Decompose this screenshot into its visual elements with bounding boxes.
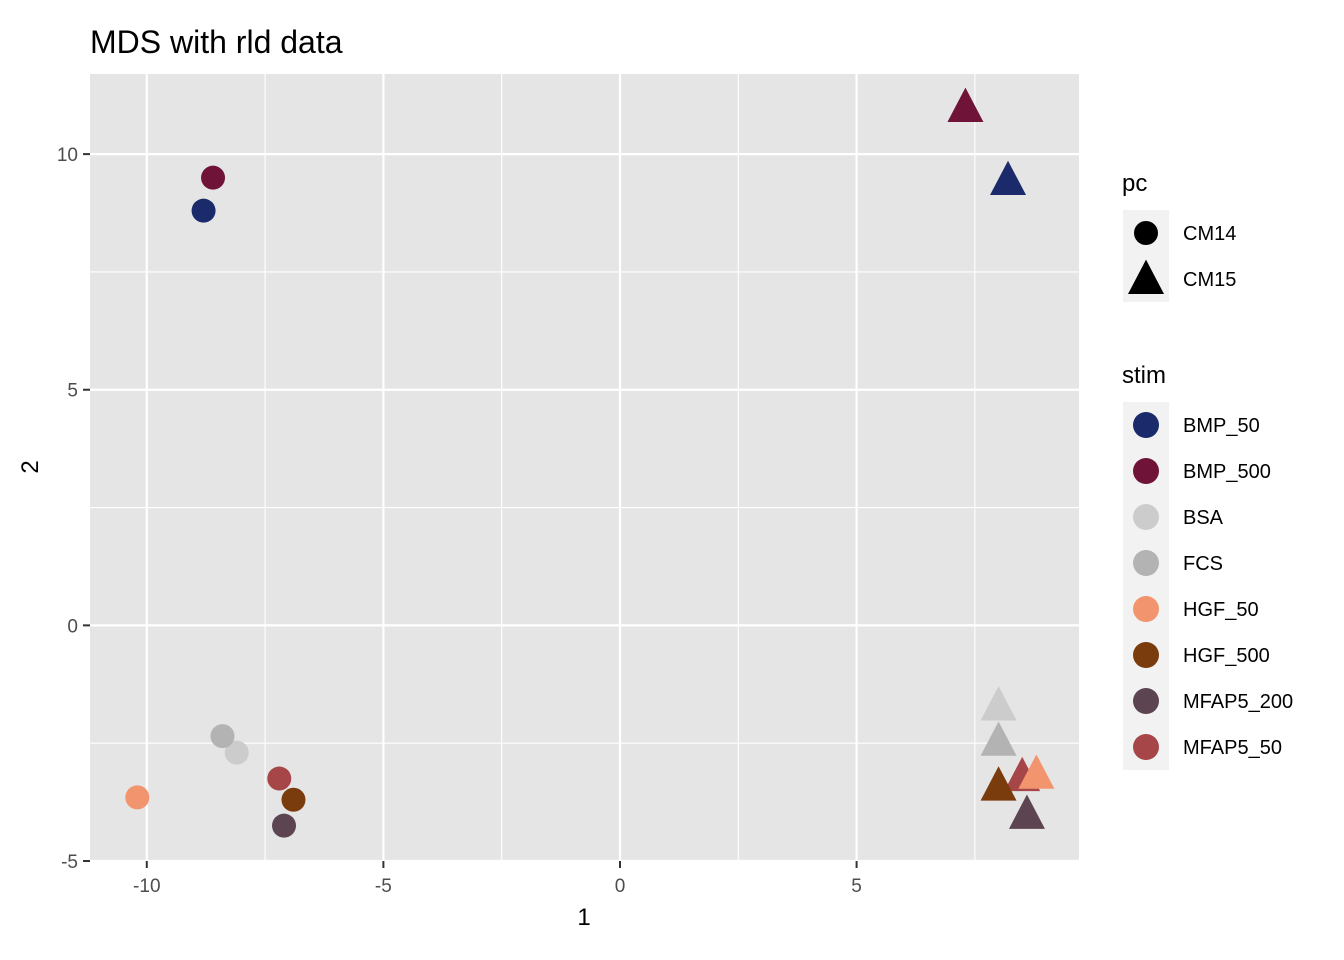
- point-bsa-cm15: [980, 686, 1017, 721]
- legend-stim-label: FCS: [1183, 553, 1223, 575]
- legend-swatch-hgf-50: [1133, 596, 1159, 622]
- legend-stim-title: stim: [1122, 362, 1166, 389]
- point-fcs-cm14: [210, 724, 235, 749]
- y-tick-label: 5: [67, 381, 78, 402]
- point-hgf-50-cm15: [1018, 754, 1055, 789]
- legend-pc-label: CM14: [1183, 223, 1236, 245]
- legend-swatch-mfap5-50: [1133, 734, 1159, 760]
- point-mfap5-50-cm14: [267, 766, 292, 791]
- major-gridlines: [90, 74, 1079, 863]
- legend-swatch-mfap5-200: [1133, 688, 1159, 714]
- legend-stim-label: BSA: [1183, 507, 1224, 529]
- legend-swatch-fcs: [1133, 550, 1159, 576]
- y-tick-label: 0: [67, 616, 78, 637]
- point-bmp-50-cm15: [990, 160, 1027, 195]
- x-tick-label: 5: [851, 876, 862, 897]
- legend-swatch-hgf-500: [1133, 642, 1159, 668]
- legend-pc: pc CM14 CM15: [1122, 170, 1236, 302]
- point-hgf-50-cm14: [125, 785, 150, 810]
- point-bmp-500-cm15: [947, 87, 984, 122]
- x-tick-label: -5: [375, 876, 392, 897]
- legend-stim-label: BMP_50: [1183, 415, 1260, 437]
- minor-gridlines: [90, 74, 1079, 861]
- legend-stim-label: HGF_50: [1183, 599, 1259, 621]
- point-bmp-50-cm14: [191, 198, 216, 223]
- data-points: [125, 87, 1055, 838]
- legend-pc-title: pc: [1122, 170, 1147, 197]
- y-tick-label: -5: [61, 852, 78, 873]
- legend-swatch-bmp-50: [1133, 412, 1159, 438]
- legend-stim-key-background: [1123, 402, 1169, 770]
- legend-pc-label: CM15: [1183, 269, 1236, 291]
- legend-stim-label: HGF_500: [1183, 645, 1270, 667]
- legend-stim-label: MFAP5_50: [1183, 737, 1282, 759]
- point-bmp-500-cm14: [201, 165, 226, 190]
- legend-stim-label: BMP_500: [1183, 461, 1271, 483]
- axis-tick-labels: -10 -5 0 5 -5 0 5 10: [57, 145, 862, 897]
- y-axis-title: 2: [17, 460, 44, 473]
- point-fcs-cm15: [980, 721, 1017, 756]
- y-tick-label: 10: [57, 145, 78, 166]
- x-axis-title: 1: [577, 904, 590, 931]
- legend-circle-icon: [1134, 221, 1158, 245]
- axis-ticks: [83, 153, 858, 868]
- point-hgf-500-cm15: [980, 766, 1017, 801]
- legend-triangle-icon: [1128, 259, 1164, 294]
- point-mfap5-200-cm14: [272, 813, 297, 838]
- plot-panel: [90, 74, 1079, 861]
- legend-swatch-bsa: [1133, 504, 1159, 530]
- point-mfap5-200-cm15: [1008, 794, 1045, 829]
- point-hgf-500-cm14: [281, 787, 306, 812]
- point-bsa-cm14: [224, 740, 249, 765]
- legend-stim-label: MFAP5_200: [1183, 691, 1293, 713]
- x-tick-label: -10: [133, 876, 160, 897]
- legend-swatch-bmp-500: [1133, 458, 1159, 484]
- x-tick-label: 0: [615, 876, 626, 897]
- legend-stim: stim BMP_50 BMP_500 BSA FCS HGF_50 HGF_500 MFA…: [1122, 362, 1293, 770]
- chart-title: MDS with rld data: [90, 24, 343, 60]
